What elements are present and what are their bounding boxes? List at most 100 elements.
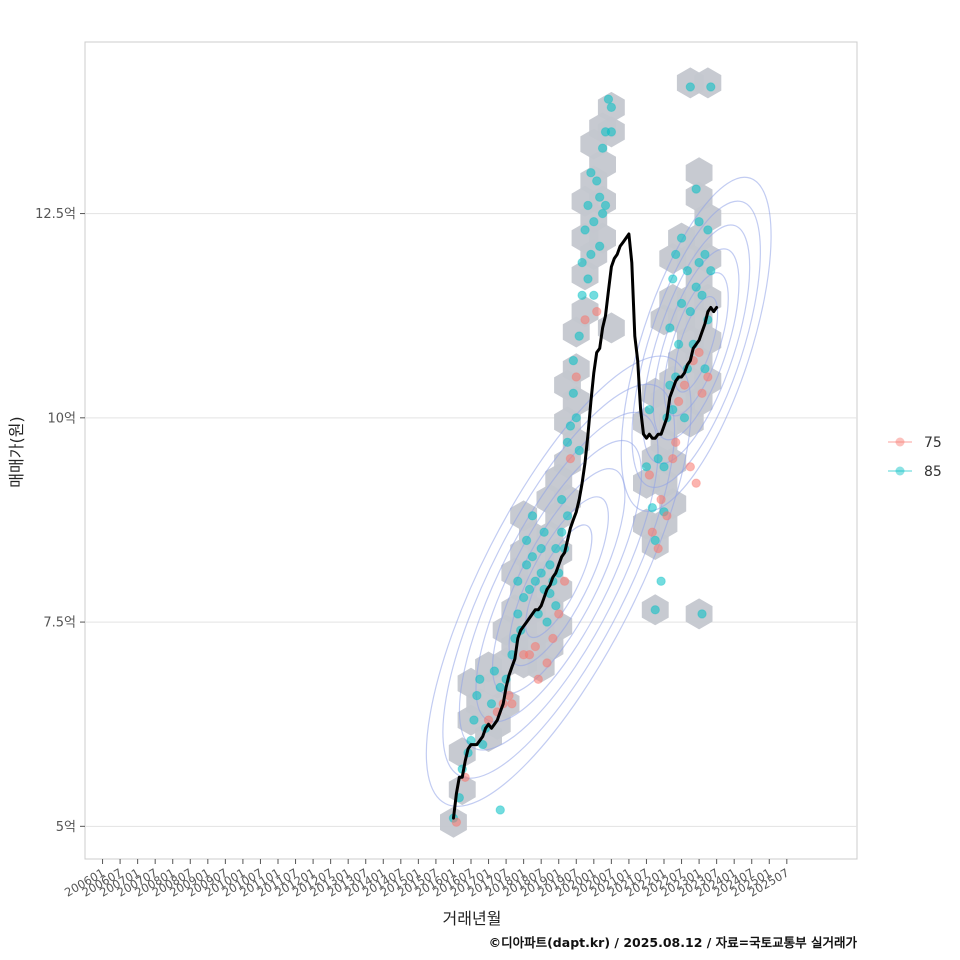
caption: ©디아파트(dapt.kr) / 2025.08.12 / 자료=국토교통부 실…	[489, 935, 858, 950]
scatter-point-85	[650, 605, 660, 615]
scatter-point-85	[679, 413, 690, 423]
scatter-point-75	[559, 576, 570, 586]
scatter-point-85	[530, 576, 541, 586]
scatter-point-85	[518, 592, 529, 603]
scatter-point-75	[691, 478, 701, 488]
scatter-point-85	[594, 192, 605, 202]
scatter-point-85	[513, 609, 523, 619]
scatter-point-85	[583, 200, 593, 211]
scatter-point-75	[565, 453, 576, 464]
scatter-point-75	[592, 306, 602, 317]
scatter-point-85	[568, 388, 579, 399]
scatter-point-85	[562, 437, 573, 448]
scatter-point-75	[679, 380, 690, 390]
scatter-point-85	[583, 274, 593, 284]
scatter-point-75	[697, 388, 707, 399]
scatter-point-85	[703, 225, 713, 235]
scatter-point-85	[565, 421, 576, 431]
scatter-point-85	[495, 805, 505, 815]
trend-line	[452, 232, 719, 820]
scatter-point-85	[556, 494, 567, 505]
scatter-point-75	[530, 641, 541, 652]
scatter-point-75	[694, 347, 704, 358]
scatter-point-75	[542, 658, 552, 668]
hexbin-cell	[554, 484, 581, 515]
scatter-point-85	[542, 617, 552, 627]
scatter-point-85	[594, 241, 605, 251]
scatter-point-85	[536, 543, 546, 554]
hexbin-cell	[685, 157, 713, 189]
density-contour	[508, 496, 609, 667]
scatter-point-85	[673, 339, 684, 349]
density-contour	[458, 411, 659, 751]
y-axis-title: 매매가(원)	[7, 416, 26, 487]
scatter-point-85	[691, 184, 701, 194]
scatter-point-75	[533, 674, 543, 684]
scatter-point-75	[580, 315, 590, 325]
scatter-point-85	[577, 290, 587, 300]
scatter-point-75	[644, 470, 655, 480]
scatter-point-85	[665, 323, 675, 333]
scatter-point-85	[521, 535, 532, 546]
scatter-point-85	[597, 143, 608, 153]
y-tick-label: 12.5억	[35, 207, 76, 222]
x-axis-title: 거래년월	[443, 909, 502, 928]
scatter-point-75	[507, 699, 517, 709]
scatter-point-85	[656, 576, 666, 586]
scatter-point-85	[597, 208, 608, 219]
scatter-point-75	[548, 633, 558, 644]
scatter-point-85	[524, 584, 535, 595]
scatter-point-75	[670, 437, 681, 448]
scatter-point-75	[668, 453, 678, 464]
density-contours	[425, 176, 772, 807]
y-tick-label: 7.5억	[43, 616, 76, 631]
legend: 75 85	[888, 435, 942, 480]
scatter-point-85	[562, 511, 573, 521]
scatter-point-75	[554, 609, 564, 619]
scatter-point-75	[571, 372, 581, 382]
scatter-point-85	[521, 560, 532, 570]
trend-line-layer	[452, 232, 719, 820]
density-contour	[631, 200, 761, 489]
density-contour	[425, 355, 692, 807]
scatter-point-85	[606, 102, 617, 113]
scatter-point-85	[700, 364, 710, 374]
legend-label: 75	[924, 435, 942, 451]
scatter-point-85	[489, 666, 500, 676]
scatter-point-85	[539, 527, 549, 537]
scatter-point-85	[659, 462, 669, 472]
scatter-point-75	[647, 527, 658, 537]
scatter-point-85	[589, 217, 599, 227]
scatter-point-85	[574, 445, 584, 456]
scatter-point-85	[472, 690, 482, 701]
scatter-point-75	[673, 396, 684, 407]
scatter-point-75	[703, 372, 713, 382]
legend-label: 85	[924, 464, 942, 480]
scatter-point-85	[682, 266, 693, 276]
hexbin-cell	[571, 296, 599, 328]
scatter-point-85	[670, 249, 681, 260]
scatter-point-85	[676, 233, 687, 243]
hexbin-cell	[545, 610, 573, 642]
scatter-point-75	[524, 650, 535, 660]
scatter-point-75	[656, 494, 666, 505]
scatter-point-85	[513, 576, 523, 586]
scatter-point-85	[685, 82, 696, 92]
scatter-point-85	[606, 127, 617, 137]
scatter-point-85	[527, 552, 538, 562]
scatter-point-85	[685, 306, 696, 317]
y-axis: 5억 7.5억 10억 12.5억	[35, 207, 85, 835]
scatter-point-85	[603, 94, 614, 104]
scatter-point-85	[586, 249, 596, 260]
scatter-point-85	[577, 257, 587, 268]
scatter-point-85	[586, 168, 596, 178]
scatter-point-85	[568, 355, 579, 366]
y-tick-label: 10억	[47, 411, 76, 426]
scatter-point-85	[691, 282, 701, 292]
scatter-point-75	[653, 543, 663, 554]
scatter-point-75	[451, 817, 462, 827]
scatter-point-85	[650, 535, 660, 546]
hexbin-cell	[694, 67, 722, 99]
scatter-point-85	[469, 715, 479, 725]
